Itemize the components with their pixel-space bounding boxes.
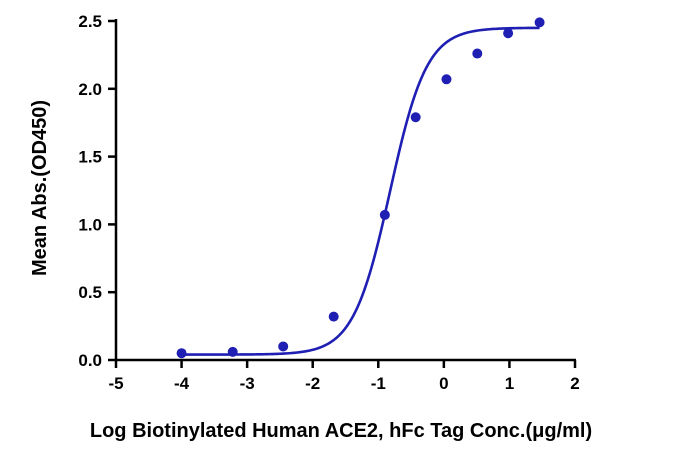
data-point [472, 48, 483, 59]
data-point [278, 341, 289, 352]
data-point [503, 28, 514, 39]
axes: -5 -4 -3 -2 -1 0 1 2 0.0 0.5 1.0 1.5 2.0 2.5 [78, 12, 579, 393]
y-axis-title: Mean Abs.(OD450) [29, 100, 51, 276]
x-tick-label: 2 [570, 374, 579, 393]
data-point [534, 17, 545, 28]
x-tick-label: -4 [174, 374, 190, 393]
data-point [227, 346, 238, 357]
data-point [328, 311, 339, 322]
data-point [441, 74, 452, 85]
data-points-layer [176, 17, 545, 359]
y-tick-label: 1.5 [78, 148, 102, 167]
x-tick-label: -1 [371, 374, 386, 393]
data-point [410, 112, 421, 123]
y-tick-label: 2.5 [78, 12, 102, 31]
y-tick-label: 0.5 [78, 283, 102, 302]
data-point [379, 209, 390, 220]
y-tick-label: 0.0 [78, 351, 102, 370]
y-tick-label: 1.0 [78, 215, 102, 234]
x-tick-label: -2 [305, 374, 320, 393]
fit-curve-layer [181, 26, 540, 356]
x-tick-label: 0 [439, 374, 448, 393]
x-axis-title: Log Biotinylated Human ACE2, hFc Tag Con… [90, 420, 592, 442]
x-tick-label: 1 [505, 374, 514, 393]
x-tick-label: -5 [108, 374, 123, 393]
x-tick-label: -3 [240, 374, 255, 393]
fit-curve [181, 26, 540, 356]
data-point [176, 348, 187, 359]
y-tick-label: 2.0 [78, 80, 102, 99]
